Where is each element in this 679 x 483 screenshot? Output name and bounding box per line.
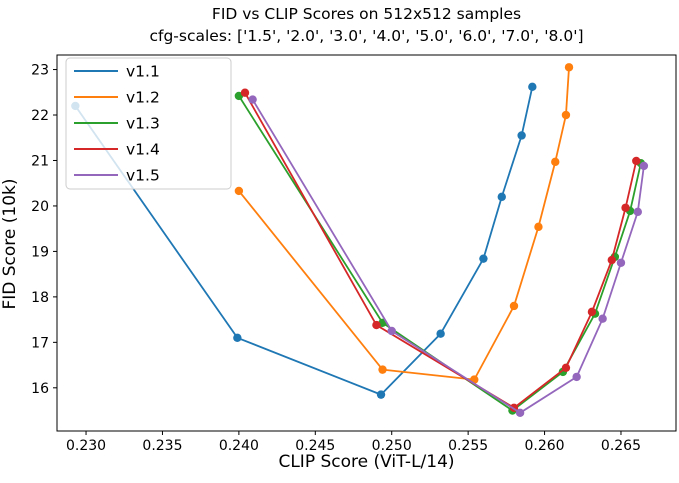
series-line-v1.2: [238, 67, 570, 381]
data-point-v1.2-cfg8.0: [564, 63, 574, 72]
chart-subtitle: cfg-scales: ['1.5', '2.0', '3.0', '4.0',…: [149, 27, 584, 45]
series-line-v1.1: [74, 86, 534, 396]
series-line-v1.4: [244, 92, 638, 409]
data-point-v1.1-cfg8.0: [528, 82, 537, 92]
data-point-v1.1-cfg3.0: [376, 390, 386, 399]
x-tick-label: 0.260: [525, 438, 565, 454]
y-tick-label: 17: [31, 335, 49, 351]
data-point-v1.4-cfg6.0: [607, 255, 617, 265]
data-point-v1.4-cfg8.0: [632, 156, 641, 166]
data-point-v1.1-cfg2.0: [233, 333, 242, 342]
legend-label-v1.1: v1.1: [126, 63, 160, 81]
y-tick-label: 21: [31, 153, 49, 169]
x-tick-label: 0.250: [372, 438, 412, 454]
legend: v1.1 v1.2 v1.3 v1.4 v1.5: [65, 57, 232, 190]
data-point-v1.4-cfg7.0: [621, 203, 630, 212]
data-point-v1.1-cfg7.0: [517, 131, 526, 140]
data-point-v1.2-cfg5.0: [534, 222, 543, 232]
series-line-v1.5: [251, 99, 645, 414]
data-point-v1.5-cfg6.0: [616, 258, 626, 267]
legend-item-v1.3: v1.3: [74, 115, 160, 133]
series-v1.3: [234, 91, 646, 415]
legend-label-v1.4: v1.4: [126, 141, 160, 159]
data-point-v1.2-cfg6.0: [551, 157, 560, 167]
y-tick-label: 19: [31, 244, 49, 260]
legend-box: [65, 57, 232, 190]
x-tick-label: 0.235: [142, 438, 182, 454]
series-v1.5: [248, 95, 649, 418]
data-point-v1.2-cfg2.0: [378, 365, 387, 374]
legend-item-v1.5: v1.5: [74, 167, 160, 185]
data-point-v1.2-cfg4.0: [509, 301, 519, 311]
y-tick-label: 20: [31, 199, 49, 215]
data-point-v1.1-cfg4.0: [436, 329, 445, 338]
x-tick-label: 0.230: [66, 438, 106, 454]
series-v1.2: [234, 63, 574, 384]
x-tick-label: 0.240: [219, 438, 259, 454]
data-point-v1.5-cfg3.0: [515, 408, 525, 418]
data-point-v1.4-cfg1.5: [240, 88, 250, 97]
legend-label-v1.2: v1.2: [126, 89, 160, 107]
series-v1.1: [71, 82, 537, 399]
data-point-v1.5-cfg1.5: [248, 95, 257, 104]
x-tick-label: 0.255: [448, 438, 488, 454]
plot-area: [56, 54, 677, 432]
y-tick-label: 16: [31, 381, 49, 397]
series-line-v1.3: [238, 95, 642, 412]
x-tick-label: 0.265: [601, 438, 641, 454]
y-tick-label: 18: [31, 290, 49, 306]
data-point-v1.4-cfg5.0: [587, 307, 597, 317]
legend-label-v1.3: v1.3: [126, 115, 160, 133]
data-point-v1.5-cfg2.0: [387, 326, 396, 336]
data-point-v1.4-cfg2.0: [372, 320, 381, 330]
y-tick-label: 22: [31, 108, 49, 124]
legend-item-v1.2: v1.2: [74, 89, 160, 107]
data-point-v1.2-cfg7.0: [561, 110, 571, 120]
legend-item-v1.4: v1.4: [74, 141, 160, 159]
data-point-v1.5-cfg4.0: [572, 372, 581, 382]
data-point-v1.4-cfg4.0: [561, 363, 571, 373]
data-point-v1.1-cfg5.0: [479, 254, 488, 263]
chart-title: FID vs CLIP Scores on 512x512 samples: [211, 5, 522, 23]
data-point-v1.5-cfg8.0: [639, 161, 649, 171]
legend-item-v1.1: v1.1: [74, 63, 160, 81]
data-point-v1.5-cfg7.0: [633, 207, 642, 217]
x-tick-label: 0.245: [295, 438, 335, 454]
data-point-v1.2-cfg1.5: [234, 186, 244, 196]
data-point-v1.5-cfg5.0: [598, 314, 607, 323]
x-axis-label: CLIP Score (ViT-L/14): [278, 452, 455, 472]
data-point-v1.1-cfg6.0: [497, 192, 506, 202]
legend-label-v1.5: v1.5: [126, 167, 160, 185]
y-tick-label: 23: [31, 63, 49, 79]
